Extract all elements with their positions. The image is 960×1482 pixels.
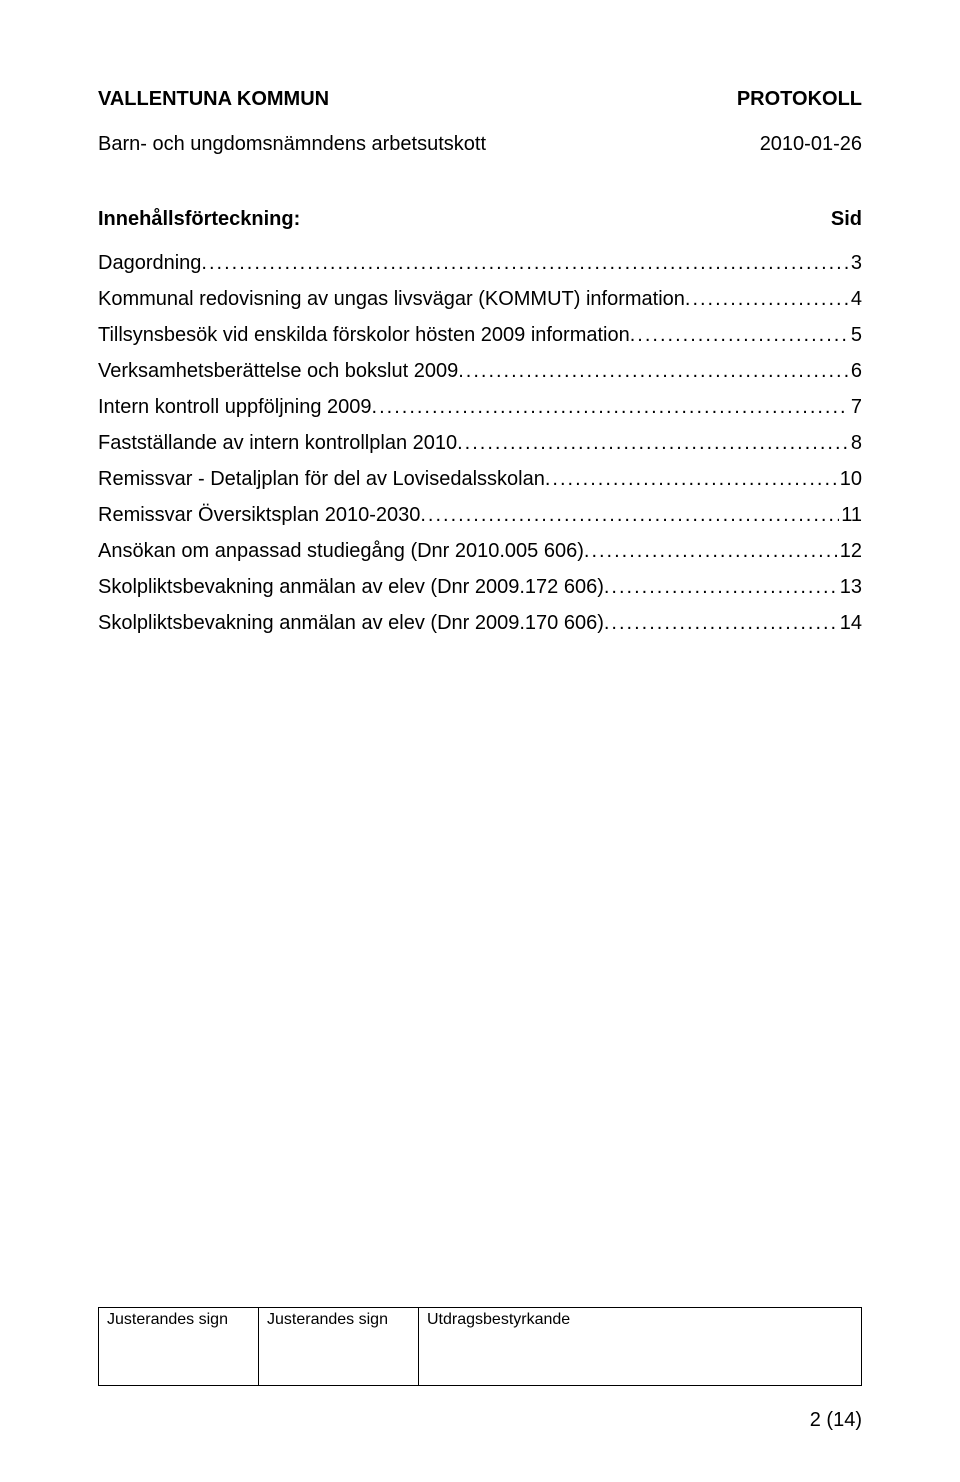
- toc-item-page: 6: [849, 353, 862, 389]
- toc-item: Kommunal redovisning av ungas livsvägar …: [98, 281, 862, 317]
- toc-item-label: Fastställande av intern kontrollplan 201…: [98, 425, 457, 461]
- toc-item-page: 10: [838, 461, 862, 497]
- toc-item-label: Remissvar - Detaljplan för del av Lovise…: [98, 461, 545, 497]
- toc-dots: [584, 533, 838, 569]
- toc-dots: [201, 245, 848, 281]
- toc-item: Tillsynsbesök vid enskilda förskolor hös…: [98, 317, 862, 353]
- footer-cell-sign1: Justerandes sign: [98, 1308, 258, 1385]
- toc-item: Intern kontroll uppföljning 2009 7: [98, 389, 862, 425]
- toc-item-label: Tillsynsbesök vid enskilda förskolor hös…: [98, 317, 630, 353]
- toc-dots: [604, 569, 838, 605]
- footer-signature-table: Justerandes sign Justerandes sign Utdrag…: [98, 1307, 862, 1386]
- toc-list: Dagordning 3 Kommunal redovisning av ung…: [98, 245, 862, 641]
- footer-cell-cert: Utdragsbestyrkande: [418, 1308, 862, 1385]
- toc-item-page: 14: [838, 605, 862, 641]
- toc-dots: [630, 317, 849, 353]
- committee-name: Barn- och ungdomsnämndens arbetsutskott: [98, 133, 486, 156]
- toc-item-label: Intern kontroll uppföljning 2009: [98, 389, 372, 425]
- toc-header: Innehållsförteckning: Sid: [98, 208, 862, 231]
- toc-item-page: 3: [849, 245, 862, 281]
- org-name: VALLENTUNA KOMMUN: [98, 88, 329, 111]
- toc-item-page: 13: [838, 569, 862, 605]
- toc-item-page: 11: [839, 497, 862, 533]
- header-row: VALLENTUNA KOMMUN PROTOKOLL: [98, 88, 862, 111]
- toc-dots: [372, 389, 849, 425]
- toc-item-page: 4: [849, 281, 862, 317]
- toc-item: Ansökan om anpassad studiegång (Dnr 2010…: [98, 533, 862, 569]
- toc-item-label: Dagordning: [98, 245, 201, 281]
- page-container: VALLENTUNA KOMMUN PROTOKOLL Barn- och un…: [0, 0, 960, 1482]
- toc-dots: [685, 281, 849, 317]
- toc-item: Skolpliktsbevakning anmälan av elev (Dnr…: [98, 569, 862, 605]
- toc-title: Innehållsförteckning:: [98, 208, 300, 231]
- toc-item: Fastställande av intern kontrollplan 201…: [98, 425, 862, 461]
- toc-dots: [457, 425, 849, 461]
- page-number: 2 (14): [810, 1409, 862, 1432]
- toc-item-label: Skolpliktsbevakning anmälan av elev (Dnr…: [98, 605, 604, 641]
- toc-item-label: Skolpliktsbevakning anmälan av elev (Dnr…: [98, 569, 604, 605]
- toc-page-col: Sid: [831, 208, 862, 231]
- toc-item-page: 12: [838, 533, 862, 569]
- subheader-row: Barn- och ungdomsnämndens arbetsutskott …: [98, 133, 862, 156]
- toc-item: Skolpliktsbevakning anmälan av elev (Dnr…: [98, 605, 862, 641]
- toc-item-label: Ansökan om anpassad studiegång (Dnr 2010…: [98, 533, 584, 569]
- footer-cell-sign2: Justerandes sign: [258, 1308, 418, 1385]
- toc-dots: [420, 497, 839, 533]
- toc-item-page: 5: [849, 317, 862, 353]
- toc-dots: [458, 353, 849, 389]
- toc-dots: [545, 461, 838, 497]
- toc-item-page: 7: [849, 389, 862, 425]
- toc-item: Verksamhetsberättelse och bokslut 2009 6: [98, 353, 862, 389]
- toc-item-page: 8: [849, 425, 862, 461]
- toc-dots: [604, 605, 838, 641]
- toc-item-label: Remissvar Översiktsplan 2010-2030: [98, 497, 420, 533]
- toc-item: Dagordning 3: [98, 245, 862, 281]
- toc-item: Remissvar Översiktsplan 2010-2030 11: [98, 497, 862, 533]
- doc-date: 2010-01-26: [760, 133, 862, 156]
- footer: Justerandes sign Justerandes sign Utdrag…: [98, 1307, 862, 1386]
- doc-type: PROTOKOLL: [737, 88, 862, 111]
- toc-item: Remissvar - Detaljplan för del av Lovise…: [98, 461, 862, 497]
- toc-item-label: Kommunal redovisning av ungas livsvägar …: [98, 281, 685, 317]
- toc-item-label: Verksamhetsberättelse och bokslut 2009: [98, 353, 458, 389]
